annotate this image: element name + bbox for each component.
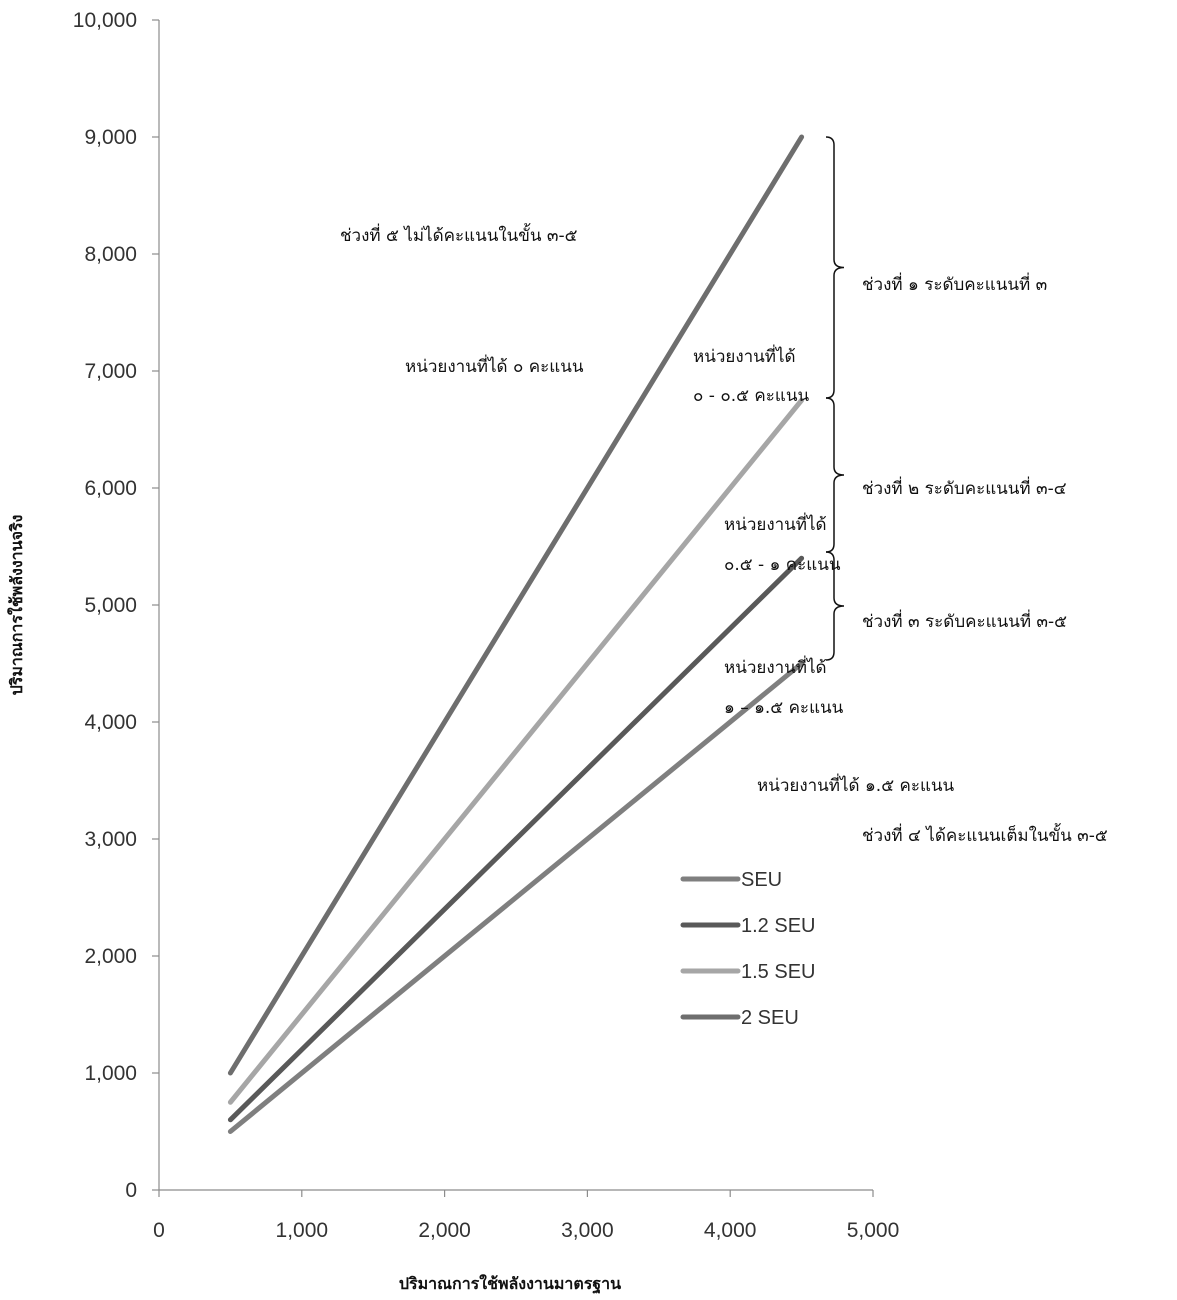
- zone2-score-line1: หน่วยงานที่ได้: [724, 512, 827, 535]
- y-tick-label: 10,000: [73, 9, 137, 32]
- y-tick-label: 6,000: [84, 477, 137, 500]
- axes: 0 1,000 2,000 3,000 4,000 5,000 6,000 7,000 8,00…: [73, 9, 900, 1242]
- zone1-brace: [825, 136, 845, 399]
- zone5-title: ช่วงที่ ๕ ไม่ได้คะแนนในขั้น ๓-๕: [340, 223, 578, 246]
- series-lines: [227, 134, 805, 1134]
- legend-label: 1.2 SEU: [741, 915, 815, 937]
- legend-label: SEU: [741, 869, 782, 891]
- y-tick-label: 0: [125, 1179, 137, 1202]
- zone1-label: ช่วงที่ ๑ ระดับคะแนนที่ ๓: [862, 272, 1047, 295]
- zone1-score-line2: ๐ - ๐.๕ คะแนน: [693, 386, 809, 406]
- legend-label: 2 SEU: [741, 1007, 799, 1029]
- y-axis-title: ปริมาณการใช้พลังงานจริง: [7, 515, 26, 696]
- braces: [825, 136, 845, 661]
- zone5-score: หน่วยงานที่ได้ ๐ คะแนน: [405, 354, 584, 377]
- x-tick-label: 0: [153, 1219, 165, 1242]
- series-line: [227, 555, 805, 1123]
- y-tick-label: 5,000: [84, 594, 137, 617]
- zone3-score-line1: หน่วยงานที่ได้: [724, 655, 827, 678]
- y-tick-label: 8,000: [84, 243, 137, 266]
- y-tick-label: 3,000: [84, 828, 137, 851]
- y-tick-label: 9,000: [84, 126, 137, 149]
- x-tick-label: 3,000: [561, 1219, 614, 1242]
- zone2-label: ช่วงที่ ๒ ระดับคะแนนที่ ๓-๔: [862, 476, 1067, 499]
- x-tick-label: 2,000: [418, 1219, 471, 1242]
- zone3-label: ช่วงที่ ๓ ระดับคะแนนที่ ๓-๕: [862, 609, 1067, 632]
- zone3-brace: [825, 551, 845, 661]
- zone4-title: ช่วงที่ ๔ ได้คะแนนเต็มในขั้น ๓-๕: [862, 823, 1108, 846]
- x-tick-label: 4,000: [704, 1219, 757, 1242]
- zone1-score-line1: หน่วยงานที่ได้: [693, 344, 796, 367]
- y-tick-label: 7,000: [84, 360, 137, 383]
- zone2-brace: [825, 397, 845, 553]
- series-line: [227, 661, 805, 1134]
- y-tick-label: 1,000: [84, 1062, 137, 1085]
- series-line: [227, 397, 805, 1105]
- x-tick-label: 5,000: [847, 1219, 900, 1242]
- x-axis-title: ปริมาณการใช้พลังงานมาตรฐาน: [399, 1274, 621, 1294]
- y-tick-label: 2,000: [84, 945, 137, 968]
- legend-label: 1.5 SEU: [741, 961, 815, 983]
- y-tick-label: 4,000: [84, 711, 137, 734]
- zone2-score-line2: ๐.๕ - ๑ คะแนน: [724, 555, 841, 575]
- legend: SEU 1.2 SEU 1.5 SEU 2 SEU: [680, 869, 815, 1029]
- series-line: [227, 134, 805, 1076]
- zone4-score: หน่วยงานที่ได้ ๑.๕ คะแนน: [757, 773, 955, 796]
- zone3-score-line2: ๑ – ๑.๕ คะแนน: [724, 698, 844, 718]
- x-tick-label: 1,000: [276, 1219, 329, 1242]
